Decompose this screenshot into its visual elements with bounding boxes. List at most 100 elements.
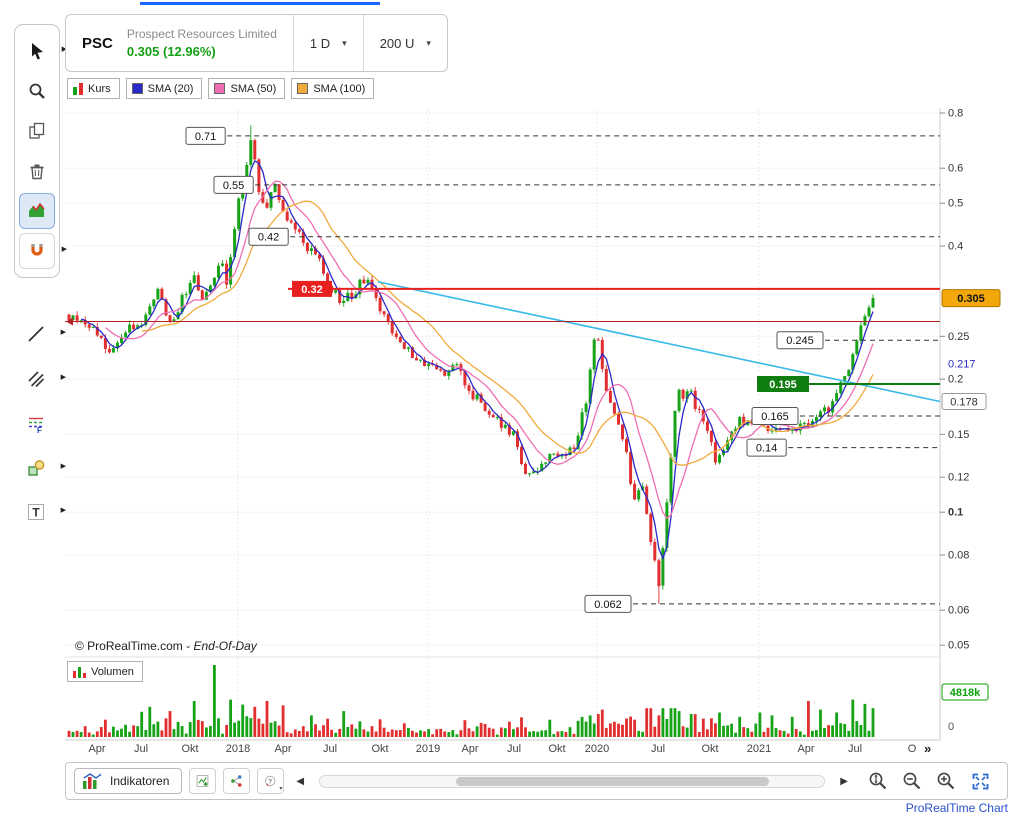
add-chart-button[interactable]	[189, 768, 217, 794]
sma20-swatch	[131, 83, 143, 94]
price-level-badge	[757, 376, 809, 392]
svg-text:0: 0	[948, 721, 954, 733]
area-chart-icon	[29, 202, 45, 217]
svg-text:0.42: 0.42	[258, 232, 279, 244]
trash-icon	[30, 164, 44, 180]
svg-text:Apr: Apr	[797, 743, 814, 755]
text-tool-button[interactable]: T ▶	[18, 494, 66, 530]
prorealtime-link[interactable]: ProRealTime Chart	[905, 801, 1008, 815]
chart-display-tool-button[interactable]	[19, 193, 55, 229]
copyright: © ProRealTime.com - End-Of-Day	[75, 639, 257, 653]
submenu-arrow-icon: ▶	[60, 463, 66, 470]
price-legend: Kurs SMA (20) SMA (50) SMA (100)	[67, 78, 375, 99]
scroll-right-button[interactable]: ▶	[840, 775, 848, 787]
price-chart[interactable]: 0.320.1950.710.550.420.2450.1650.140.062…	[0, 100, 1024, 760]
scroll-to-latest-button[interactable]: »	[924, 741, 932, 756]
legend-sma100[interactable]: SMA (100)	[291, 78, 375, 99]
svg-text:0.8: 0.8	[948, 108, 963, 120]
svg-text:0.165: 0.165	[761, 411, 789, 423]
shapes-tool-button[interactable]: ▶	[18, 450, 66, 486]
svg-text:Okt: Okt	[548, 743, 565, 755]
submenu-arrow-icon: ▶	[61, 246, 67, 253]
level-label-box	[213, 175, 254, 194]
legend-label: SMA (20)	[147, 82, 194, 95]
zoom-auto-icon	[869, 772, 887, 789]
svg-text:0.4: 0.4	[948, 241, 963, 253]
cursor-icon	[32, 43, 43, 60]
parallel-lines-tool-button[interactable]: ▶	[18, 361, 66, 397]
svg-text:0.1: 0.1	[948, 507, 963, 519]
scrollbar-thumb[interactable]	[456, 776, 769, 786]
zoom-auto-button[interactable]	[868, 771, 889, 792]
share-button[interactable]	[223, 768, 251, 794]
last-price-change: 0.305 (12.96%)	[126, 44, 216, 59]
chart-header: PSC Prospect Resources Limited 0.305 (12…	[65, 14, 448, 72]
price-level-badge	[292, 280, 332, 297]
svg-text:0.12: 0.12	[948, 472, 969, 484]
fullscreen-icon	[972, 773, 989, 789]
trendline-tool-button[interactable]: ▶	[18, 316, 66, 352]
submenu-arrow-icon: ▶	[60, 374, 66, 381]
duplicate-tool-button[interactable]	[19, 113, 55, 149]
submenu-arrow-icon: ▶	[62, 46, 67, 53]
legend-sma50[interactable]: SMA (50)	[208, 78, 286, 99]
svg-text:2019: 2019	[416, 743, 440, 755]
svg-text:0.32: 0.32	[301, 284, 322, 296]
svg-text:0.6: 0.6	[948, 163, 963, 175]
chart-scrollbar[interactable]	[319, 774, 826, 788]
legend-sma20[interactable]: SMA (20)	[125, 78, 203, 99]
volume-max-badge	[941, 683, 989, 701]
zoom-in-icon	[937, 772, 955, 789]
help-button[interactable]: ? ▾	[257, 768, 285, 794]
svg-text:O: O	[908, 743, 917, 755]
zoom-tool-button[interactable]	[19, 73, 55, 109]
help-icon: ?	[265, 775, 276, 787]
svg-text:Okt: Okt	[701, 743, 718, 755]
chevron-down-icon: ▾	[279, 786, 283, 792]
scroll-left-button[interactable]: ◀	[296, 775, 305, 787]
legend-label: SMA (50)	[230, 82, 277, 95]
legend-volumen[interactable]: Volumen	[67, 661, 143, 682]
svg-text:0.25: 0.25	[948, 331, 969, 343]
indicators-label: Indikatoren	[110, 774, 170, 788]
submenu-arrow-icon: ▶	[60, 329, 66, 336]
magnet-tool-button[interactable]: ▶	[19, 233, 67, 269]
timeframe-select[interactable]: 1 D ▾	[292, 15, 363, 71]
svg-text:0.178: 0.178	[950, 397, 978, 409]
chevron-down-icon: ▾	[426, 37, 431, 48]
hline-left-marker	[66, 317, 73, 326]
svg-text:Jul: Jul	[848, 743, 862, 755]
fibonacci-tool-button[interactable]: F	[18, 406, 54, 442]
svg-text:F: F	[37, 426, 42, 433]
delete-tool-button[interactable]	[19, 153, 55, 189]
cursor-tool-button[interactable]: ▶	[19, 33, 67, 69]
level-label-box	[746, 438, 787, 457]
level-label-box	[751, 407, 799, 425]
svg-text:Jul: Jul	[651, 743, 665, 755]
sma-20-line	[80, 160, 874, 561]
zoom-in-button[interactable]	[936, 771, 957, 792]
svg-text:0.55: 0.55	[223, 180, 244, 192]
fullscreen-button[interactable]	[970, 771, 991, 792]
copy-icon	[29, 122, 45, 139]
units-value: 200 U	[379, 35, 415, 51]
svg-text:2021: 2021	[747, 743, 771, 755]
legend-label: Kurs	[88, 82, 111, 95]
legend-kurs[interactable]: Kurs	[67, 78, 120, 99]
indicators-icon	[83, 773, 102, 789]
svg-text:Jul: Jul	[507, 743, 521, 755]
chevron-down-icon: ▾	[342, 37, 347, 48]
instrument-info: PSC Prospect Resources Limited 0.305 (12…	[66, 15, 293, 71]
zoom-out-button[interactable]	[902, 771, 923, 792]
svg-text:4818k: 4818k	[950, 687, 981, 699]
legend-label: Volumen	[91, 665, 134, 678]
level-label-box	[584, 594, 632, 613]
units-select[interactable]: 200 U ▾	[362, 15, 447, 71]
magnet-icon	[31, 244, 43, 256]
add-chart-icon	[197, 775, 209, 787]
level-label-box	[185, 126, 226, 145]
indicators-button[interactable]: Indikatoren	[74, 768, 183, 794]
svg-text:0.05: 0.05	[948, 640, 969, 652]
volume-bars-icon	[73, 666, 86, 678]
svg-text:0.245: 0.245	[786, 335, 814, 347]
